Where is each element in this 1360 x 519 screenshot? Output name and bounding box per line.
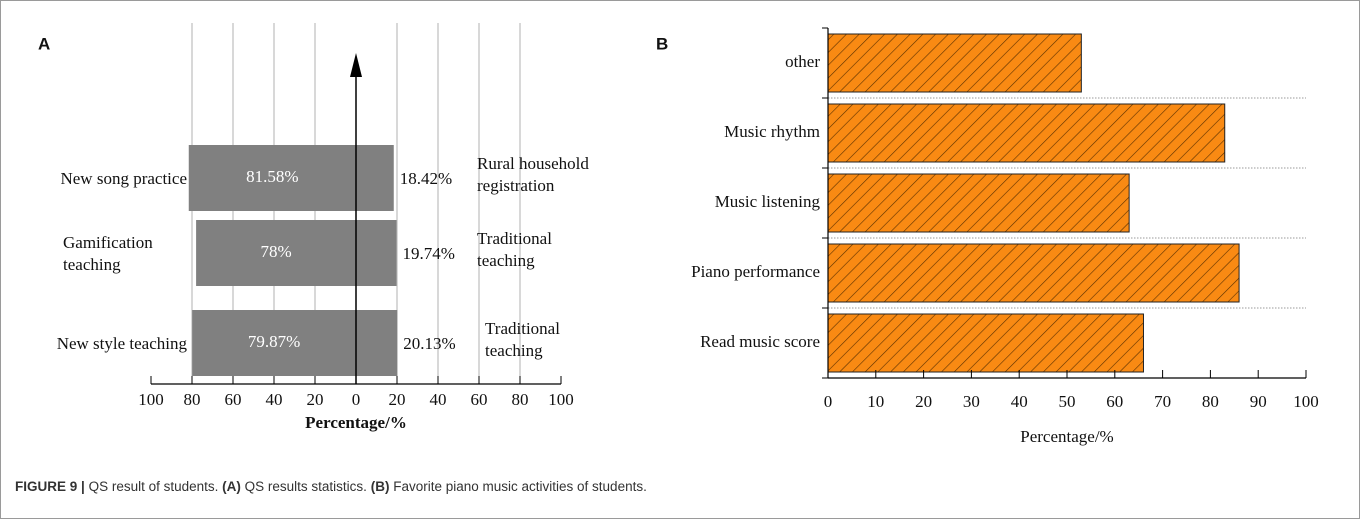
x-tick-label: 60 xyxy=(225,390,242,409)
value-label: 78% xyxy=(260,242,291,261)
bar xyxy=(827,173,1130,233)
arrow-head xyxy=(350,53,362,77)
value-label: 19.74% xyxy=(402,244,454,263)
y-tick-label: Music rhythm xyxy=(724,122,820,141)
x-tick-label: 80 xyxy=(184,390,201,409)
bar xyxy=(356,145,394,211)
bar xyxy=(192,310,356,376)
x-tick-label: 20 xyxy=(915,392,932,411)
x-tick-label: 100 xyxy=(138,390,164,409)
x-tick-label: 100 xyxy=(1293,392,1319,411)
x-tick-label: 30 xyxy=(963,392,980,411)
bar xyxy=(188,145,356,211)
caption: FIGURE 9 | QS result of students. (A) QS… xyxy=(15,479,647,494)
x-tick-label: 40 xyxy=(266,390,283,409)
y-tick-label: Music listening xyxy=(715,192,821,211)
caption-figure: FIGURE 9 | xyxy=(15,479,85,494)
y-tick-label: Read music score xyxy=(700,332,820,351)
value-label: 81.58% xyxy=(246,167,298,186)
bar xyxy=(827,103,1226,163)
value-label: 18.42% xyxy=(400,169,452,188)
caption-a: (A) xyxy=(222,479,241,494)
value-label: 20.13% xyxy=(403,334,455,353)
caption-b: (B) xyxy=(370,479,390,494)
category-label: Rural household registration xyxy=(477,154,589,195)
x-tick-label: 60 xyxy=(471,390,488,409)
panel-label: B xyxy=(656,34,668,53)
bar xyxy=(356,310,398,376)
charts: A B 100 80 60 40 20 0 20 40 60 80 100Percentage/%8… xyxy=(38,23,1319,446)
y-tick-label: Piano performance xyxy=(691,262,820,281)
x-tick-label: 100 xyxy=(548,390,574,409)
y-tick-label: other xyxy=(785,52,820,71)
caption-text: QS results statistics. xyxy=(244,479,367,494)
caption-text: Favorite piano music activities of stude… xyxy=(393,479,647,494)
bar xyxy=(827,313,1144,373)
value-label: 79.87% xyxy=(248,332,300,351)
x-tick-label: 50 xyxy=(1059,392,1076,411)
x-tick-label: 80 xyxy=(512,390,529,409)
x-tick-label: 20 xyxy=(389,390,406,409)
bar xyxy=(356,220,397,286)
category-label: Traditional teaching xyxy=(485,319,560,360)
category-label: New style teaching xyxy=(57,334,188,353)
x-tick-label: 90 xyxy=(1250,392,1267,411)
panel-label: A xyxy=(38,34,50,53)
x-tick-label: 10 xyxy=(867,392,884,411)
x-tick-label: 0 xyxy=(824,392,833,411)
bar xyxy=(827,243,1240,303)
category-label: Gamification teaching xyxy=(63,233,153,274)
x-axis-label: Percentage/% xyxy=(1020,427,1113,446)
x-tick-label: 0 xyxy=(352,390,361,409)
caption-text: QS result of students. xyxy=(88,479,219,494)
x-tick-label: 40 xyxy=(430,390,447,409)
x-tick-label: 20 xyxy=(307,390,324,409)
x-tick-label: 40 xyxy=(1011,392,1028,411)
x-tick-label: 80 xyxy=(1202,392,1219,411)
category-label: New song practice xyxy=(60,169,187,188)
x-tick-label: 60 xyxy=(1106,392,1123,411)
x-axis-label: Percentage/% xyxy=(305,413,407,432)
x-tick-label: 70 xyxy=(1154,392,1171,411)
bar xyxy=(827,33,1082,93)
category-label: Traditional teaching xyxy=(477,229,552,270)
bar xyxy=(196,220,356,286)
